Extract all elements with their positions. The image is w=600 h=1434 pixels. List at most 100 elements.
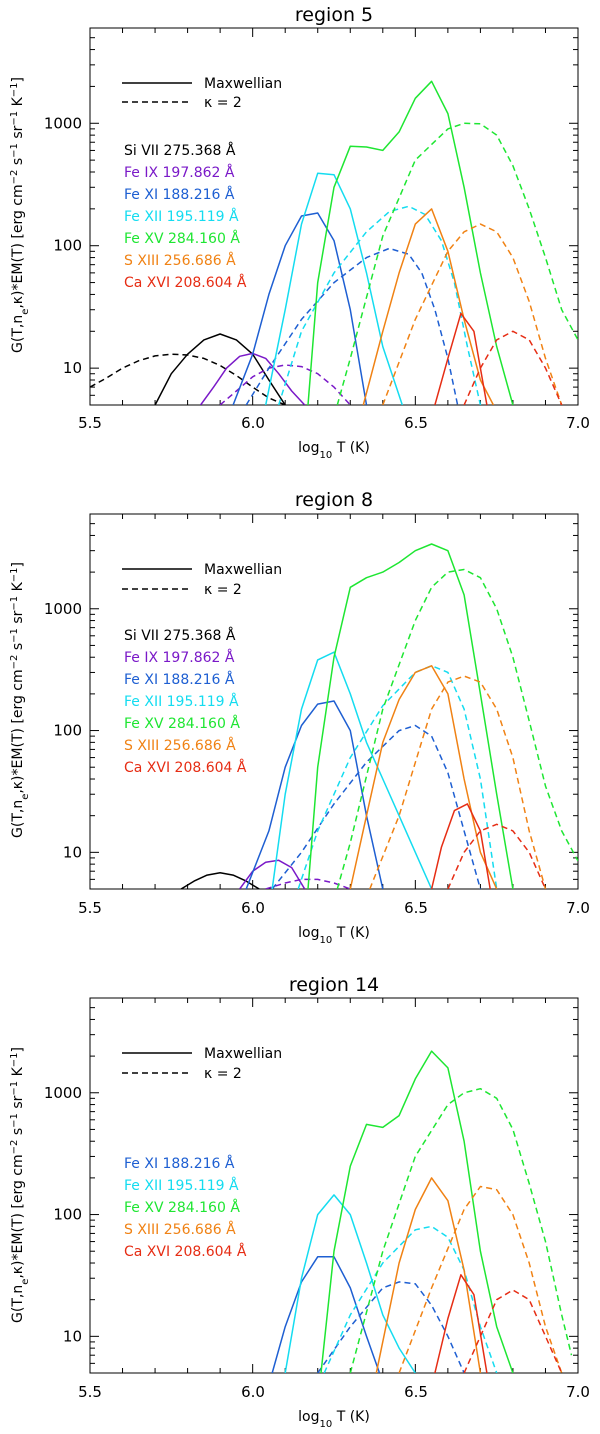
x-tick-label: 5.5 [78, 414, 102, 432]
ion-label: Fe IX 197.862 Å [124, 649, 235, 666]
curves [180, 543, 578, 889]
x-tick-label: 7.0 [566, 414, 590, 432]
series-ca-xvi-kappa [447, 823, 547, 889]
series-fe-xv-kappa [336, 568, 578, 889]
y-tick-label: 10 [63, 1327, 82, 1345]
series-fe-xi-kappa [317, 1281, 465, 1373]
curves [271, 1050, 573, 1373]
series-fe-xv-kappa [349, 1087, 573, 1373]
series-fe-xi-kappa [271, 724, 482, 889]
series-fe-xii-maxwellian [271, 651, 433, 889]
panel-region-14: region 14 5.5 6.0 6.5 7.0 10 100 1000 lo… [9, 974, 590, 1430]
ion-label: Si VII 275.368 Å [124, 627, 236, 644]
y-tick-label: 10 [63, 843, 82, 861]
ion-label: Fe XII 195.119 Å [124, 1177, 239, 1194]
x-tick-label: 6.5 [404, 899, 428, 917]
x-tick-label: 6.0 [241, 414, 265, 432]
series-s-xiii-maxwellian [375, 1177, 482, 1373]
ion-label: Fe IX 197.862 Å [124, 164, 235, 181]
series-ca-xvi-kappa [463, 330, 563, 405]
panel-title: region 8 [295, 489, 373, 511]
series-ca-xvi-maxwellian [434, 1274, 488, 1373]
plot-frame [89, 997, 579, 1374]
y-ticks [90, 27, 578, 406]
series-s-xiii-kappa [369, 675, 547, 889]
ion-label: Fe XV 284.160 Å [124, 715, 240, 732]
plot-frame [89, 513, 579, 890]
x-tick-label: 6.5 [404, 1383, 428, 1401]
y-axis-label: G(T,ne,κ)*EM(T) [erg cm−2 s−1 sr−1 K−1] [9, 1047, 31, 1323]
y-axis-label: G(T,ne,κ)*EM(T) [erg cm−2 s−1 sr−1 K−1] [9, 562, 31, 838]
series-fe-ix-kappa [265, 878, 351, 889]
legend-maxwellian: Maxwellian [204, 76, 282, 92]
legend-maxwellian: Maxwellian [204, 1046, 282, 1062]
legend-kappa: κ = 2 [204, 582, 242, 598]
x-ticks [89, 998, 579, 1373]
series-fe-xii-kappa [297, 665, 498, 889]
x-tick-label: 7.0 [566, 1383, 590, 1401]
ion-label: Ca XVI 208.604 Å [124, 759, 247, 776]
x-tick-label: 6.0 [241, 899, 265, 917]
y-tick-label: 100 [53, 237, 82, 255]
panel-title: region 5 [295, 4, 373, 26]
series-s-xiii-maxwellian [349, 665, 498, 889]
series-fe-xii-kappa [323, 1225, 498, 1373]
x-tick-label: 6.0 [241, 1383, 265, 1401]
series-s-xiii-kappa [382, 223, 563, 405]
legend-maxwellian: Maxwellian [204, 562, 282, 578]
x-axis-label: log10 T (K) [298, 925, 370, 946]
series-fe-xi-kappa [245, 247, 459, 405]
series-ca-xvi-maxwellian [434, 312, 488, 405]
y-tick-label: 10 [63, 359, 82, 377]
y-tick-label: 100 [53, 1206, 82, 1224]
x-tick-label: 6.5 [404, 414, 428, 432]
series-fe-xi-maxwellian [232, 212, 368, 405]
series-si-vii-maxwellian [154, 333, 286, 405]
ion-label: Ca XVI 208.604 Å [124, 1243, 247, 1260]
series-ca-xvi-kappa [463, 1289, 563, 1373]
series-ca-xvi-maxwellian [430, 803, 491, 889]
x-tick-label: 5.5 [78, 899, 102, 917]
series-fe-xii-maxwellian [284, 1194, 416, 1373]
ion-label: S XIII 256.686 Å [124, 252, 236, 269]
plot-frame [89, 27, 579, 406]
y-ticks [90, 997, 578, 1374]
x-axis-label: log10 T (K) [298, 440, 370, 461]
ion-label: Fe XV 284.160 Å [124, 230, 240, 247]
y-tick-label: 1000 [44, 600, 82, 618]
ion-label: Fe XII 195.119 Å [124, 693, 239, 710]
ion-label: S XIII 256.686 Å [124, 1221, 236, 1238]
series-fe-ix-maxwellian [239, 859, 306, 889]
series-fe-xi-maxwellian [245, 700, 384, 889]
series-fe-xv-maxwellian [307, 543, 514, 889]
y-tick-label: 1000 [44, 1084, 82, 1102]
ion-label: Fe XI 188.216 Å [124, 671, 235, 688]
series-fe-xii-maxwellian [264, 172, 404, 405]
ion-label: Fe XI 188.216 Å [124, 1155, 235, 1172]
y-ticks [90, 513, 578, 890]
series-fe-xv-maxwellian [307, 80, 514, 405]
x-tick-label: 7.0 [566, 899, 590, 917]
y-axis-label: G(T,ne,κ)*EM(T) [erg cm−2 s−1 sr−1 K−1] [9, 77, 31, 353]
panel-region-5: region 5 5.5 6.0 6.5 7.0 10 100 1000 log… [9, 4, 590, 461]
ion-label: Ca XVI 208.604 Å [124, 274, 247, 291]
y-tick-label: 1000 [44, 114, 82, 132]
series-si-vii-kappa [90, 353, 286, 405]
series-s-xiii-maxwellian [362, 208, 495, 405]
x-tick-label: 5.5 [78, 1383, 102, 1401]
series-fe-xv-kappa [336, 122, 578, 405]
curves [90, 80, 578, 405]
legend-kappa: κ = 2 [204, 1066, 242, 1082]
panel-region-8: region 8 5.5 6.0 6.5 7.0 10 100 1000 log… [9, 489, 590, 946]
y-tick-label: 100 [53, 722, 82, 740]
ion-label: Fe XI 188.216 Å [124, 186, 235, 203]
series-fe-xi-maxwellian [271, 1256, 381, 1373]
ion-label: Si VII 275.368 Å [124, 142, 236, 159]
ion-label: Fe XII 195.119 Å [124, 208, 239, 225]
series-s-xiii-kappa [398, 1185, 563, 1373]
ion-label: Fe XV 284.160 Å [124, 1199, 240, 1216]
x-axis-label: log10 T (K) [298, 1409, 370, 1430]
legend-kappa: κ = 2 [204, 95, 242, 111]
series-fe-xii-kappa [277, 205, 482, 405]
